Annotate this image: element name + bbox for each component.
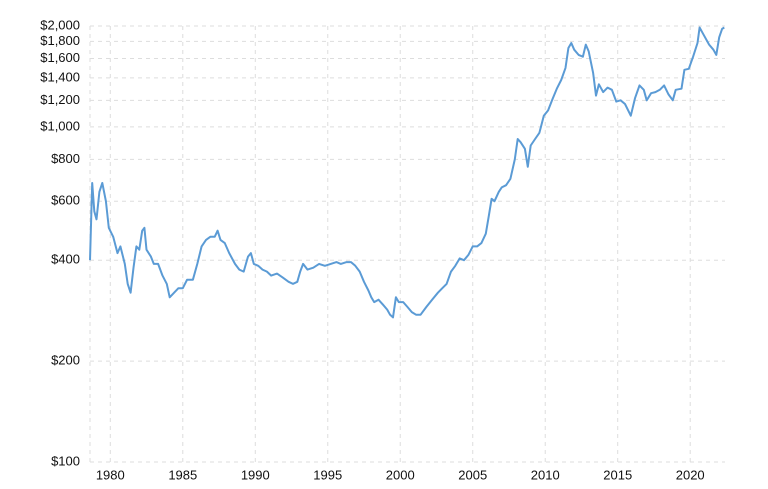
x-tick-label: 2000 [386, 467, 415, 482]
x-tick-label: 2020 [676, 467, 705, 482]
x-tick-label: 1985 [168, 467, 197, 482]
price-line [89, 26, 725, 319]
y-tick-label: $600 [51, 193, 80, 208]
y-tick-label: $1,200 [40, 92, 80, 107]
y-tick-label: $1,600 [40, 50, 80, 65]
x-tick-label: 2015 [603, 467, 632, 482]
y-tick-label: $100 [51, 453, 80, 468]
x-tick-label: 2010 [531, 467, 560, 482]
y-tick-label: $800 [51, 151, 80, 166]
y-tick-label: $1,800 [40, 33, 80, 48]
y-tick-label: $400 [51, 252, 80, 267]
x-tick-label: 2005 [458, 467, 487, 482]
y-tick-label: $200 [51, 353, 80, 368]
x-tick-label: 1990 [241, 467, 270, 482]
y-tick-label: $2,000 [40, 17, 80, 32]
y-tick-label: $1,400 [40, 69, 80, 84]
x-tick-label: 1980 [96, 467, 125, 482]
x-tick-label: 1995 [313, 467, 342, 482]
y-tick-label: $1,000 [40, 118, 80, 133]
